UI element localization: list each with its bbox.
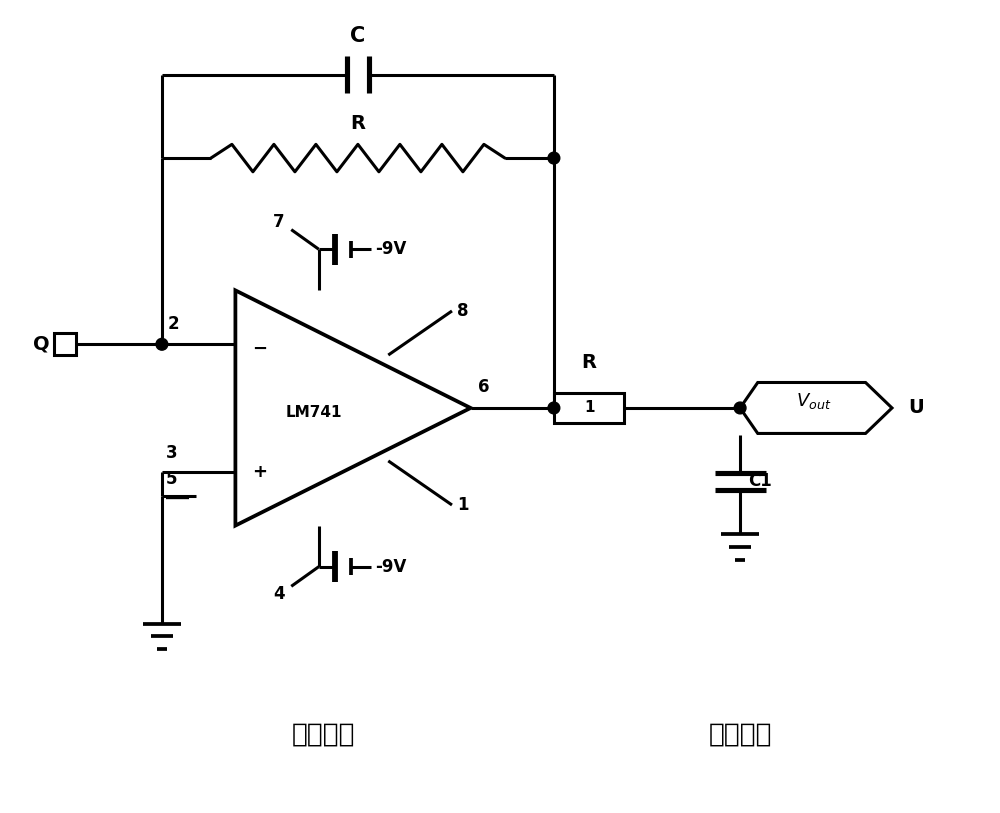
Text: R: R [350,114,365,133]
Text: 3: 3 [166,444,177,462]
Circle shape [734,402,746,414]
Text: 5: 5 [166,471,177,489]
Text: LM741: LM741 [286,406,342,420]
Bar [554,393,624,423]
Text: 放大电路: 放大电路 [292,721,355,747]
Text: 低通滤波: 低通滤波 [708,721,772,747]
Text: -9V: -9V [376,240,407,259]
Circle shape [548,152,560,164]
Text: 1: 1 [584,401,594,415]
Text: R: R [582,353,597,372]
Text: 8: 8 [457,302,468,320]
Circle shape [548,402,560,414]
Text: U: U [909,398,924,417]
Text: C: C [350,26,366,46]
Bar [54,333,76,355]
Text: $V_{out}$: $V_{out}$ [796,391,831,411]
Text: 4: 4 [273,585,284,603]
Text: C1: C1 [748,472,772,490]
Text: −: − [252,340,267,359]
Text: Q: Q [33,335,50,354]
Text: +: + [252,463,267,480]
Text: 7: 7 [273,213,284,231]
Text: -9V: -9V [376,558,407,576]
Text: 6: 6 [478,378,490,396]
Text: 1: 1 [457,496,468,514]
Text: 2: 2 [168,315,179,333]
Circle shape [156,338,168,350]
